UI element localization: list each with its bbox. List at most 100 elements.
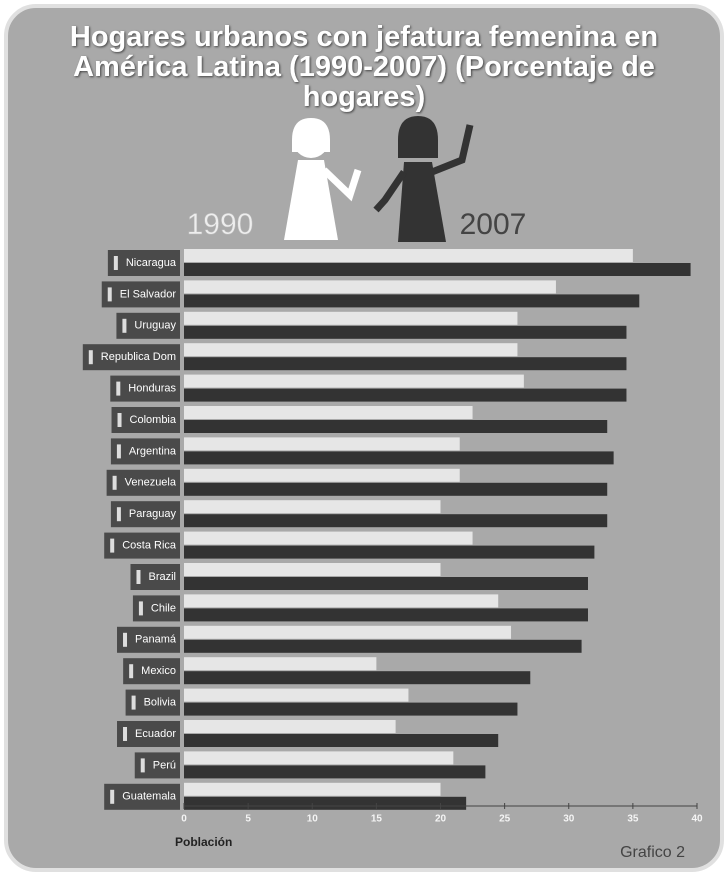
chart-title: Hogares urbanos con jefatura femenina en… xyxy=(69,21,659,113)
bar xyxy=(184,639,582,653)
bar xyxy=(184,249,633,262)
category-marker xyxy=(88,350,93,365)
category-box xyxy=(82,344,180,371)
category-box xyxy=(111,407,180,433)
category-label: Chile xyxy=(151,602,176,614)
bar xyxy=(184,388,627,402)
category-label: Guatemala xyxy=(122,791,177,803)
category-box xyxy=(116,312,180,339)
category-label: Argentina xyxy=(129,445,177,457)
category-box xyxy=(107,250,180,276)
bar xyxy=(184,782,441,796)
category-marker xyxy=(117,413,122,427)
bar xyxy=(184,563,441,576)
figure-1990 xyxy=(284,118,362,240)
x-tick-label: 25 xyxy=(499,814,511,825)
category-marker xyxy=(110,789,115,804)
category-box xyxy=(117,626,180,653)
category-marker xyxy=(112,475,117,490)
bar xyxy=(184,765,486,779)
x-tick-label: 0 xyxy=(181,814,187,825)
bar xyxy=(184,437,460,451)
bar xyxy=(184,325,627,339)
category-box xyxy=(110,438,180,465)
category-marker xyxy=(110,538,115,553)
bar xyxy=(184,720,396,733)
bar xyxy=(184,545,595,559)
category-box xyxy=(104,783,180,810)
category-label: Ecuador xyxy=(135,728,176,740)
bar xyxy=(184,688,409,702)
bar xyxy=(184,671,531,685)
category-marker xyxy=(122,318,127,333)
bar xyxy=(184,311,518,325)
bar xyxy=(184,796,467,810)
bar xyxy=(184,280,556,294)
x-axis-label: Población xyxy=(175,835,232,849)
category-marker xyxy=(136,570,141,584)
x-tick-label: 35 xyxy=(627,814,639,825)
x-tick-label: 20 xyxy=(435,814,447,825)
category-marker xyxy=(138,601,143,616)
category-box xyxy=(101,281,180,308)
bar xyxy=(184,263,691,276)
bar xyxy=(184,577,588,590)
category-marker xyxy=(131,695,136,710)
category-label: Panamá xyxy=(135,634,177,646)
category-marker xyxy=(123,727,128,741)
bar xyxy=(184,500,441,514)
bar xyxy=(184,468,460,482)
category-label: Mexico xyxy=(141,665,176,677)
bar xyxy=(184,608,588,622)
x-tick-label: 30 xyxy=(563,814,575,825)
category-label: Bolivia xyxy=(144,697,177,709)
category-box xyxy=(106,469,180,496)
bar xyxy=(184,702,518,716)
figure-2007 xyxy=(373,116,474,242)
category-marker xyxy=(116,444,121,459)
category-marker xyxy=(113,256,118,270)
category-label: Venezuela xyxy=(125,477,177,489)
x-tick-label: 15 xyxy=(371,814,383,825)
bar xyxy=(184,625,512,639)
category-label: Perú xyxy=(153,759,176,771)
category-marker xyxy=(123,632,128,647)
x-tick-label: 5 xyxy=(245,814,251,825)
bar xyxy=(184,751,454,765)
legend-1990: 1990 xyxy=(187,208,254,241)
category-label: El Salvador xyxy=(120,288,177,300)
category-marker xyxy=(116,507,121,522)
bar xyxy=(184,734,499,747)
bar xyxy=(184,657,377,671)
bar xyxy=(184,294,640,308)
category-label: Uruguay xyxy=(134,320,176,332)
bar xyxy=(184,451,614,465)
category-box xyxy=(104,532,180,559)
x-tick-label: 10 xyxy=(307,814,319,825)
bar xyxy=(184,420,608,433)
category-marker xyxy=(107,287,112,302)
category-label: Brazil xyxy=(148,571,176,583)
category-label: Colombia xyxy=(130,414,177,426)
bar xyxy=(184,482,608,496)
category-marker xyxy=(129,664,134,679)
category-label: Nicaragua xyxy=(126,257,177,269)
category-label: Costa Rica xyxy=(122,540,177,552)
category-label: Honduras xyxy=(128,383,176,395)
bar xyxy=(184,594,499,608)
bar xyxy=(184,343,518,357)
category-marker xyxy=(116,381,121,396)
category-box xyxy=(117,721,180,747)
bar xyxy=(184,374,524,388)
bar xyxy=(184,514,608,528)
x-tick-label: 40 xyxy=(691,814,703,825)
bar xyxy=(184,406,473,419)
bar xyxy=(184,531,473,545)
category-marker xyxy=(140,758,145,773)
legend-2007: 2007 xyxy=(460,208,527,241)
bar xyxy=(184,357,627,371)
category-box xyxy=(110,375,180,402)
category-label: Paraguay xyxy=(129,508,177,520)
